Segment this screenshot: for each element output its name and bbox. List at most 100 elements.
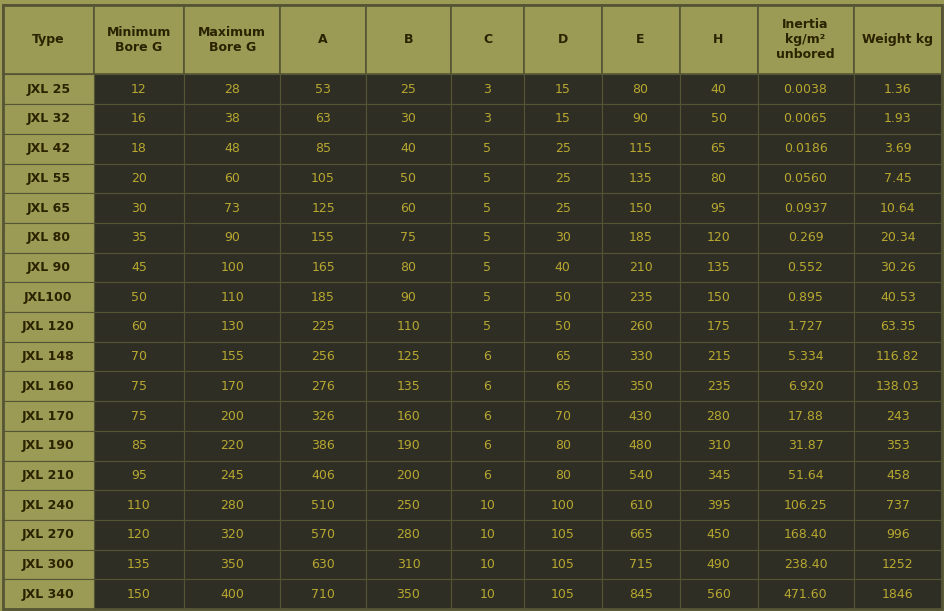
Bar — [450, 342, 523, 371]
Text: JXL 32: JXL 32 — [26, 112, 70, 125]
Text: A: A — [318, 33, 328, 46]
Text: 386: 386 — [311, 439, 334, 452]
Text: JXL100: JXL100 — [24, 291, 73, 304]
Bar — [757, 579, 852, 609]
Bar — [523, 134, 601, 164]
Text: JXL 240: JXL 240 — [22, 499, 75, 511]
Bar — [93, 134, 184, 164]
Text: 115: 115 — [628, 142, 651, 155]
Bar — [93, 550, 184, 579]
Text: 1.93: 1.93 — [884, 112, 911, 125]
Text: 116.82: 116.82 — [875, 350, 919, 363]
Text: 450: 450 — [706, 529, 730, 541]
Text: 256: 256 — [311, 350, 334, 363]
Text: JXL 340: JXL 340 — [22, 588, 75, 601]
Bar — [601, 75, 679, 104]
Bar — [365, 579, 450, 609]
Bar — [601, 193, 679, 223]
Text: 6: 6 — [483, 380, 491, 393]
Bar — [679, 371, 757, 401]
Text: 1846: 1846 — [881, 588, 913, 601]
Bar — [280, 164, 365, 193]
Text: 0.0560: 0.0560 — [783, 172, 827, 185]
Text: 225: 225 — [311, 320, 334, 334]
Text: 48: 48 — [224, 142, 240, 155]
Bar — [757, 371, 852, 401]
Bar — [280, 520, 365, 550]
Bar — [523, 104, 601, 134]
Bar — [523, 579, 601, 609]
Text: 150: 150 — [628, 202, 652, 214]
Bar — [757, 5, 852, 75]
Text: 25: 25 — [554, 142, 570, 155]
Bar — [450, 401, 523, 431]
Bar — [184, 342, 280, 371]
Text: 17.88: 17.88 — [786, 409, 822, 423]
Text: 0.269: 0.269 — [787, 232, 822, 244]
Bar — [280, 252, 365, 282]
Text: 6.920: 6.920 — [787, 380, 822, 393]
Bar — [184, 193, 280, 223]
Text: 430: 430 — [628, 409, 651, 423]
Bar — [679, 164, 757, 193]
Bar — [523, 252, 601, 282]
Text: 105: 105 — [550, 558, 574, 571]
Text: 30: 30 — [400, 112, 416, 125]
Text: 40.53: 40.53 — [879, 291, 915, 304]
Bar — [852, 371, 941, 401]
Bar — [852, 193, 941, 223]
Bar — [852, 401, 941, 431]
Text: E: E — [635, 33, 644, 46]
Bar — [757, 550, 852, 579]
Text: 60: 60 — [131, 320, 146, 334]
Bar — [365, 282, 450, 312]
Bar — [93, 164, 184, 193]
Text: 168.40: 168.40 — [783, 529, 827, 541]
Text: 280: 280 — [396, 529, 420, 541]
Text: 710: 710 — [311, 588, 334, 601]
Bar — [3, 134, 93, 164]
Bar — [679, 401, 757, 431]
Text: 50: 50 — [131, 291, 146, 304]
Text: 110: 110 — [126, 499, 151, 511]
Text: 138.03: 138.03 — [875, 380, 919, 393]
Bar — [93, 282, 184, 312]
Bar — [365, 193, 450, 223]
Bar — [365, 431, 450, 461]
Text: 490: 490 — [706, 558, 730, 571]
Text: 715: 715 — [628, 558, 652, 571]
Bar — [523, 164, 601, 193]
Text: 25: 25 — [400, 82, 416, 96]
Bar — [93, 520, 184, 550]
Text: JXL 65: JXL 65 — [26, 202, 70, 214]
Bar — [184, 312, 280, 342]
Bar — [679, 282, 757, 312]
Text: 20: 20 — [131, 172, 146, 185]
Bar — [679, 252, 757, 282]
Bar — [679, 104, 757, 134]
Bar — [3, 550, 93, 579]
Text: 5: 5 — [483, 202, 491, 214]
Text: 5: 5 — [483, 320, 491, 334]
Text: 105: 105 — [550, 588, 574, 601]
Bar — [365, 520, 450, 550]
Bar — [93, 342, 184, 371]
Bar — [280, 104, 365, 134]
Bar — [601, 164, 679, 193]
Bar — [184, 164, 280, 193]
Text: 0.0186: 0.0186 — [783, 142, 827, 155]
Bar — [365, 223, 450, 252]
Text: 75: 75 — [131, 409, 146, 423]
Text: 210: 210 — [628, 261, 651, 274]
Text: 458: 458 — [885, 469, 909, 482]
Text: 10: 10 — [479, 558, 495, 571]
Text: 40: 40 — [554, 261, 570, 274]
Text: 70: 70 — [131, 350, 146, 363]
Text: 30: 30 — [554, 232, 570, 244]
Bar — [365, 104, 450, 134]
Text: JXL 90: JXL 90 — [26, 261, 70, 274]
Text: 90: 90 — [632, 112, 648, 125]
Bar — [523, 431, 601, 461]
Bar — [523, 223, 601, 252]
Bar — [184, 371, 280, 401]
